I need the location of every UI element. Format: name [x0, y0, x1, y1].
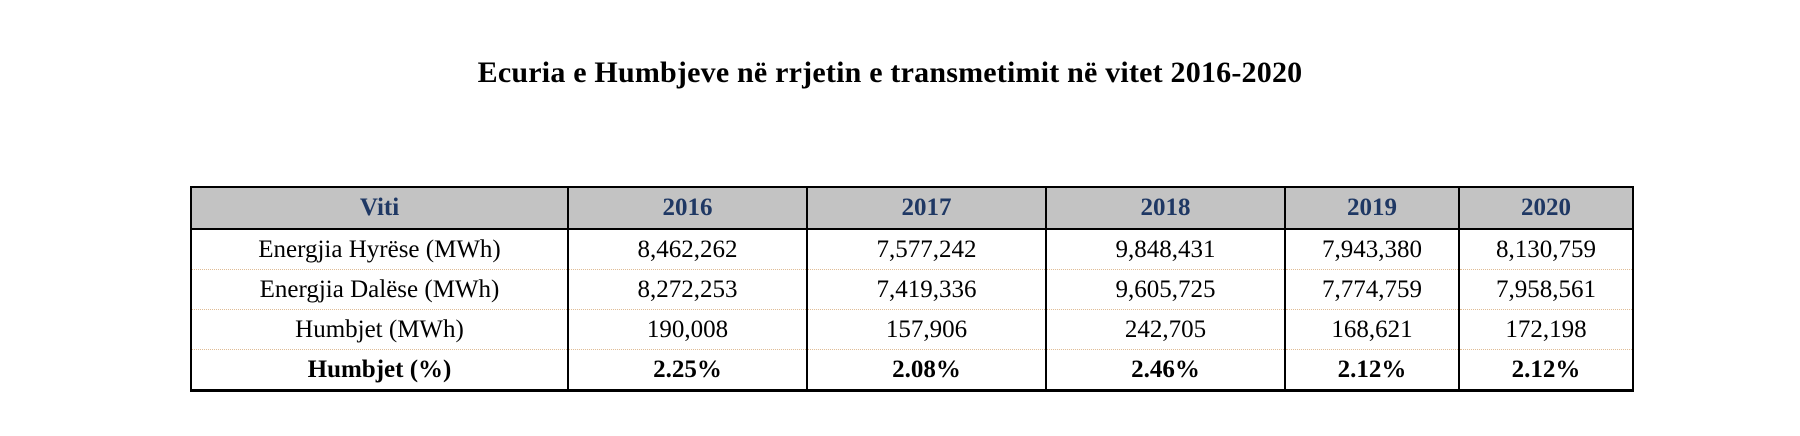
row-label: Humbjet (MWh) — [190, 309, 569, 350]
cell-value: 7,774,759 — [1284, 269, 1460, 310]
cell-value: 7,419,336 — [806, 269, 1047, 310]
cell-value: 7,943,380 — [1284, 229, 1460, 270]
table-row-humbjet-pct: Humbjet (%) 2.25% 2.08% 2.46% 2.12% 2.12… — [190, 349, 1634, 391]
losses-table: Viti 2016 2017 2018 2019 2020 Energjia H… — [190, 186, 1634, 392]
column-header-2018: 2018 — [1045, 187, 1286, 230]
table-row-energjia-dalese: Energjia Dalëse (MWh) 8,272,253 7,419,33… — [190, 269, 1634, 310]
cell-value: 242,705 — [1045, 309, 1286, 350]
cell-value: 8,462,262 — [567, 229, 808, 270]
table-row-humbjet-mwh: Humbjet (MWh) 190,008 157,906 242,705 16… — [190, 309, 1634, 350]
cell-value: 172,198 — [1458, 309, 1634, 350]
cell-value: 2.25% — [567, 349, 808, 391]
row-label: Humbjet (%) — [190, 349, 569, 391]
cell-value: 7,958,561 — [1458, 269, 1634, 310]
column-header-2019: 2019 — [1284, 187, 1460, 230]
cell-value: 168,621 — [1284, 309, 1460, 350]
cell-value: 157,906 — [806, 309, 1047, 350]
column-header-2016: 2016 — [567, 187, 808, 230]
column-header-2017: 2017 — [806, 187, 1047, 230]
cell-value: 2.12% — [1284, 349, 1460, 391]
table-header-row: Viti 2016 2017 2018 2019 2020 — [190, 187, 1634, 230]
cell-value: 9,605,725 — [1045, 269, 1286, 310]
column-header-2020: 2020 — [1458, 187, 1634, 230]
row-label: Energjia Dalëse (MWh) — [190, 269, 569, 310]
cell-value: 9,848,431 — [1045, 229, 1286, 270]
cell-value: 190,008 — [567, 309, 808, 350]
cell-value: 2.08% — [806, 349, 1047, 391]
cell-value: 7,577,242 — [806, 229, 1047, 270]
cell-value: 2.12% — [1458, 349, 1634, 391]
table-row-energjia-hyrese: Energjia Hyrëse (MWh) 8,462,262 7,577,24… — [190, 229, 1634, 270]
row-label: Energjia Hyrëse (MWh) — [190, 229, 569, 270]
cell-value: 8,130,759 — [1458, 229, 1634, 270]
cell-value: 8,272,253 — [567, 269, 808, 310]
page-title: Ecuria e Humbjeve në rrjetin e transmeti… — [477, 56, 1303, 89]
cell-value: 2.46% — [1045, 349, 1286, 391]
column-header-viti: Viti — [190, 187, 569, 230]
